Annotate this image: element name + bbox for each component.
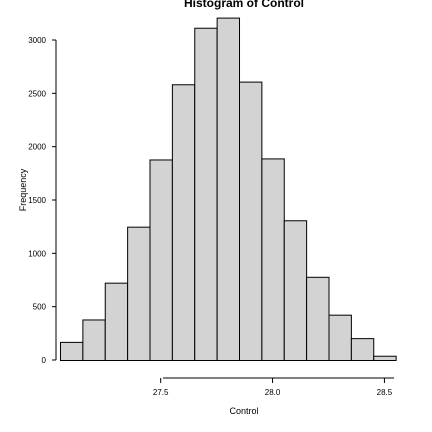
- histogram-bar: [60, 341, 84, 361]
- histogram-bar: [261, 158, 285, 361]
- histogram-bars: [60, 17, 397, 362]
- histogram-bar: [306, 276, 330, 361]
- histogram-bar: [149, 159, 173, 361]
- y-axis-label: Frequency: [18, 168, 28, 211]
- histogram-bar: [328, 314, 352, 362]
- y-tick-label: 0: [42, 356, 47, 365]
- histogram-bar: [373, 355, 397, 362]
- y-tick-label: 1500: [28, 196, 46, 205]
- y-tick-label: 2500: [28, 89, 46, 98]
- x-tick-label: 28.5: [377, 388, 393, 397]
- x-tick-label: 27.5: [153, 388, 169, 397]
- y-tick-label: 3000: [28, 36, 46, 45]
- y-tick-label: 1000: [28, 249, 46, 258]
- histogram-bar: [171, 84, 196, 362]
- x-axis-ticks: 27.5 28.0 28.5: [153, 378, 393, 397]
- histogram-bar: [283, 220, 308, 361]
- x-axis-label: Control: [229, 406, 258, 416]
- y-tick-label: 500: [33, 303, 47, 312]
- histogram-bar: [350, 338, 375, 362]
- histogram-bar: [127, 226, 151, 361]
- histogram-bar: [239, 81, 263, 361]
- x-tick-label: 28.0: [265, 388, 281, 397]
- histogram-bar: [82, 319, 106, 361]
- histogram-bar: [104, 282, 129, 362]
- histogram-bar: [194, 27, 218, 361]
- y-axis-ticks: 0 500 1000 1500 2000 2500 3000: [28, 36, 56, 365]
- y-tick-label: 2000: [28, 143, 46, 152]
- histogram-bar: [216, 17, 241, 361]
- chart-title: Histogram of Control: [184, 0, 304, 10]
